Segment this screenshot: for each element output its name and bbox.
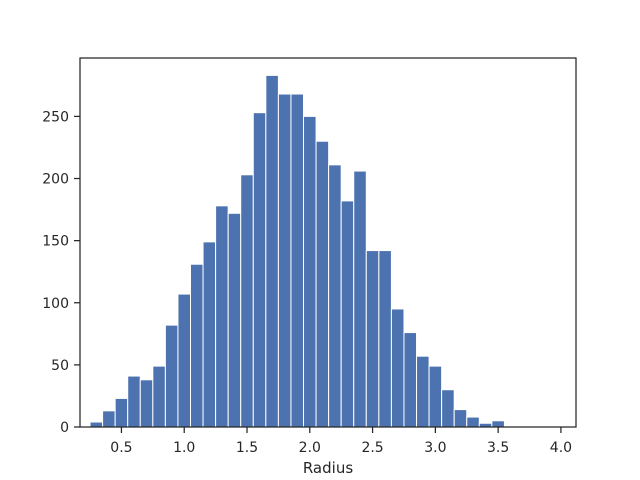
y-axis-ticks: 0 50 100 150 200 250 [42,109,80,436]
x-tick-label: 2.5 [361,440,383,456]
histogram-bar [240,174,254,428]
histogram-bar [315,140,330,428]
histogram-bar [89,421,104,428]
x-tick-label: 1.0 [173,440,195,456]
x-tick-label: 4.0 [550,440,572,456]
histogram-bar [353,170,367,428]
x-tick-label: 3.5 [487,440,509,456]
y-tick-label: 200 [42,172,69,188]
histogram-bar [102,410,116,428]
y-tick-label: 250 [42,109,69,125]
histogram-bar [390,308,405,428]
y-tick-label: 150 [42,234,69,250]
x-axis-title: Radius [303,459,353,477]
histogram-bar [340,200,355,428]
histogram-bar [127,375,141,428]
histogram-bar [139,379,154,428]
y-tick-label: 0 [60,420,69,436]
histogram-bar [265,74,279,428]
histogram-bar [290,93,305,428]
histogram-bar [453,409,468,428]
histogram-bar [215,205,229,428]
bars-group [89,74,505,428]
histogram-bar [114,397,129,428]
histogram-bar [190,263,204,428]
histogram-bar [466,416,480,428]
histogram-bar [152,365,166,428]
y-tick-label: 50 [51,358,69,374]
histogram-bar [164,324,179,428]
histogram-bar [277,93,292,428]
x-axis-ticks: 0.5 1.0 1.5 2.0 2.5 3.0 3.5 4.0 [110,427,572,456]
histogram-bar [365,250,380,428]
histogram-bar [403,332,418,428]
histogram-bar [428,365,443,428]
histogram-bar [303,115,317,428]
histogram-bar [177,293,192,428]
histogram-bar [328,164,342,428]
x-tick-label: 3.0 [424,440,446,456]
y-tick-label: 100 [42,296,69,312]
histogram-bar [416,355,430,428]
histogram-bar [252,112,267,428]
histogram-bar [202,241,217,428]
histogram-bar [441,389,455,428]
histogram-bar [491,420,505,428]
x-tick-label: 2.0 [299,440,321,456]
x-tick-label: 1.5 [236,440,258,456]
histogram-bar [378,250,392,428]
x-tick-label: 0.5 [110,440,132,456]
histogram-bar [227,212,242,428]
axes-frame [79,57,577,428]
